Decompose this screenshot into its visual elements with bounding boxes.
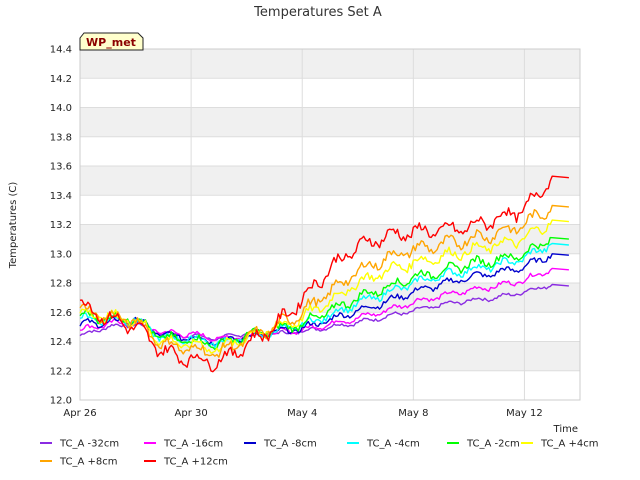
y-tick-label: 14.4: [50, 45, 72, 56]
plot-band: [80, 370, 580, 400]
legend-label: TC_A +12cm: [163, 457, 228, 468]
y-tick-label: 13.8: [50, 132, 72, 143]
legend-label: TC_A -32cm: [59, 439, 119, 450]
chart-title: Temperatures Set A: [253, 5, 382, 20]
y-tick-label: 14.0: [50, 103, 72, 114]
x-tick-label: May 8: [398, 408, 428, 419]
station-badge-shape: [79, 32, 144, 51]
x-tick-label: May 12: [506, 408, 543, 419]
plot-band: [80, 136, 580, 166]
legend-label: TC_A -16cm: [163, 439, 223, 450]
x-tick-label: May 4: [287, 408, 317, 419]
legend-label: TC_A +4cm: [540, 439, 599, 450]
plot-band: [80, 341, 580, 371]
plot-frame: [79, 48, 581, 401]
series-layer: [79, 175, 569, 373]
y-axis-title: Temperatures (C): [8, 182, 19, 270]
y-tick-label: 14.2: [50, 74, 72, 85]
plot-band: [80, 49, 580, 79]
y-tick-label: 13.6: [50, 162, 72, 173]
y-tick-label: 12.2: [50, 366, 72, 377]
plot-band: [80, 195, 580, 225]
plot-band: [80, 107, 580, 137]
x-tick-label: Apr 30: [175, 408, 208, 419]
plot-band: [80, 166, 580, 196]
y-tick-label: 12.6: [50, 308, 72, 319]
series-line-tc-a-4cm: [79, 219, 569, 354]
legend-label: TC_A +8cm: [59, 457, 118, 468]
x-tick-label: Apr 26: [63, 408, 96, 419]
y-tick-label: 13.4: [50, 191, 72, 202]
y-axis-ticks: 12.0 12.2 12.4 12.6 12.8 13.0 13.2 13.4 13.6 13.8…: [50, 45, 72, 407]
station-badge-label: WP_met: [86, 36, 136, 49]
x-axis-ticks: Apr 26 Apr 30 May 4 May 8 May 12: [63, 408, 542, 419]
y-tick-label: 12.4: [50, 337, 72, 348]
y-tick-label: 13.0: [50, 249, 72, 260]
series-line-tc-a-8cm: [79, 204, 569, 358]
legend: TC_A -32cm TC_A -16cm TC_A -8cm TC_A -4cm TC…: [40, 439, 599, 468]
series-line-tc-a-4cm: [79, 242, 569, 349]
legend-label: TC_A -2cm: [466, 439, 520, 450]
y-tick-label: 12.8: [50, 279, 72, 290]
y-tick-label: 12.0: [50, 396, 72, 407]
series-line-tc-a-12cm: [79, 175, 569, 373]
series-line-tc-a-16cm: [79, 267, 569, 342]
legend-label: TC_A -4cm: [366, 439, 420, 450]
series-line-tc-a-2cm: [79, 236, 569, 351]
legend-label: TC_A -8cm: [263, 439, 317, 450]
x-axis-title: Time: [553, 424, 578, 435]
station-badge: WP_met: [79, 32, 144, 51]
y-tick-label: 13.2: [50, 220, 72, 231]
grid-lines: [79, 48, 580, 401]
plot-band: [80, 78, 580, 108]
series-line-tc-a-8cm: [79, 253, 569, 346]
plot-band: [80, 224, 580, 254]
